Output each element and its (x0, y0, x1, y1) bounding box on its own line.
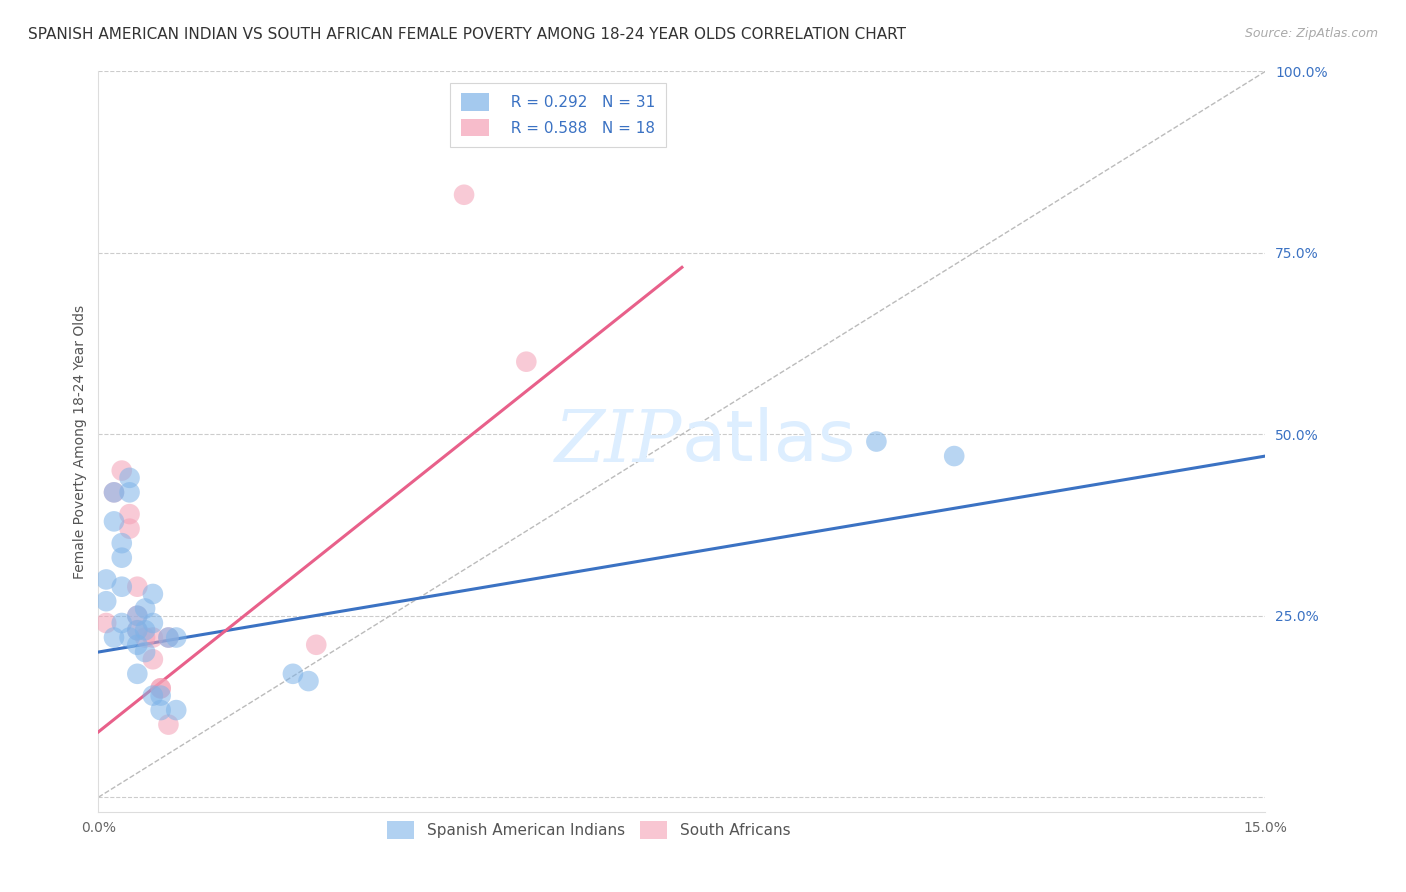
Point (127, 580, 149, 594)
Point (134, 601, 156, 615)
Point (149, 681, 172, 696)
Point (103, 485, 125, 500)
Point (142, 689, 165, 703)
Point (127, 624, 149, 638)
Point (118, 471, 141, 485)
Point (165, 703, 187, 717)
Point (157, 717, 180, 731)
Point (103, 515, 125, 529)
Point (111, 580, 134, 594)
Point (127, 608, 149, 623)
Point (103, 631, 125, 645)
Point (111, 536, 134, 550)
Point (149, 681, 172, 696)
Point (134, 631, 156, 645)
Text: SPANISH AMERICAN INDIAN VS SOUTH AFRICAN FEMALE POVERTY AMONG 18-24 YEAR OLDS CO: SPANISH AMERICAN INDIAN VS SOUTH AFRICAN… (28, 27, 905, 42)
Point (103, 485, 125, 500)
Text: ZIP: ZIP (554, 406, 682, 477)
Point (111, 550, 134, 565)
Point (281, 666, 304, 681)
Point (96, 615, 118, 630)
Point (297, 674, 319, 689)
Point (118, 522, 141, 536)
Point (305, 638, 328, 652)
Point (118, 507, 141, 521)
Point (157, 631, 180, 645)
Point (157, 631, 180, 645)
Point (142, 587, 165, 601)
Point (111, 615, 134, 630)
Point (865, 434, 887, 449)
Point (127, 608, 149, 623)
Y-axis label: Female Poverty Among 18-24 Year Olds: Female Poverty Among 18-24 Year Olds (73, 304, 87, 579)
Point (165, 631, 187, 645)
Point (118, 631, 141, 645)
Point (127, 666, 149, 681)
Point (96, 594, 118, 608)
Text: atlas: atlas (682, 407, 856, 476)
Point (96, 573, 118, 587)
Legend: Spanish American Indians, South Africans: Spanish American Indians, South Africans (381, 815, 796, 845)
Point (142, 615, 165, 630)
Point (127, 624, 149, 638)
Point (111, 464, 134, 478)
Point (134, 624, 156, 638)
Point (118, 485, 141, 500)
Point (149, 689, 172, 703)
Point (149, 703, 172, 717)
Point (127, 638, 149, 652)
Point (134, 645, 156, 659)
Point (453, 187, 475, 202)
Text: Source: ZipAtlas.com: Source: ZipAtlas.com (1244, 27, 1378, 40)
Point (142, 631, 165, 645)
Point (142, 652, 165, 666)
Point (943, 449, 966, 463)
Point (515, 354, 537, 368)
